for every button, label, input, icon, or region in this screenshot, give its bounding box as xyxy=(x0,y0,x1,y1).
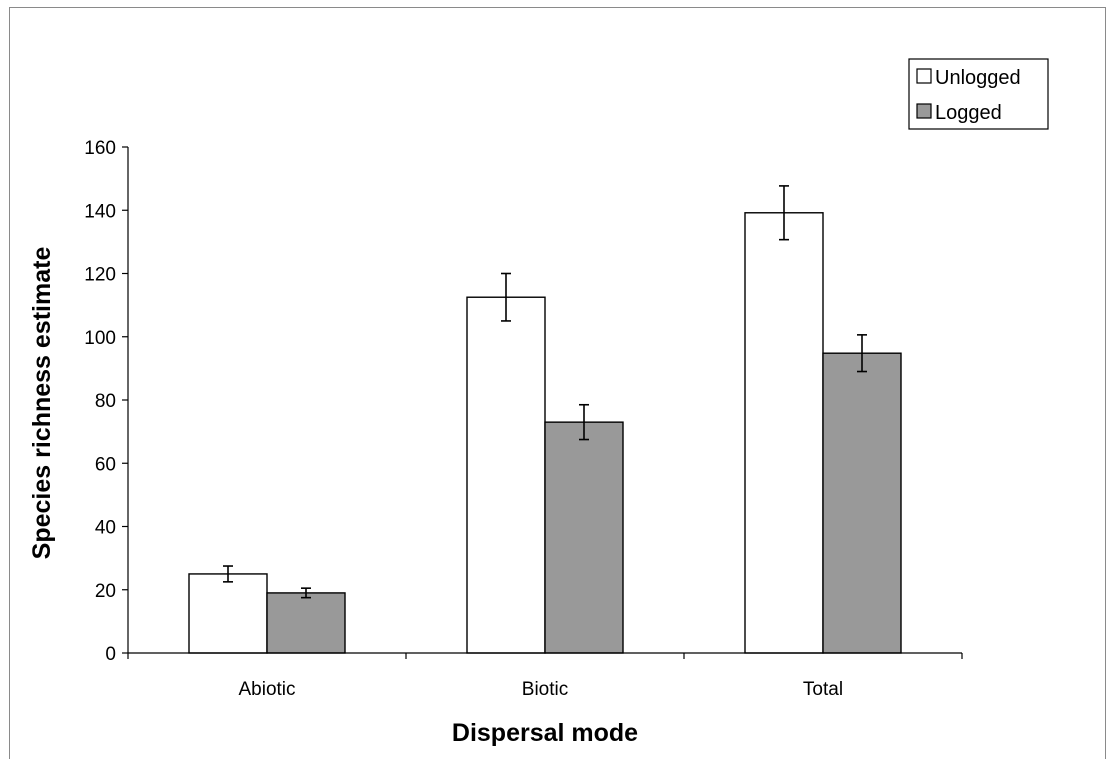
y-tick-label: 160 xyxy=(84,138,116,159)
legend-label-unlogged: Unlogged xyxy=(935,67,1021,89)
legend: Unlogged Logged xyxy=(908,58,1049,130)
bar-unlogged-abiotic xyxy=(188,573,268,654)
y-tick-label: 80 xyxy=(95,391,116,412)
y-tick-label: 140 xyxy=(84,201,116,222)
y-tick-label: 40 xyxy=(95,518,116,539)
legend-label-logged: Logged xyxy=(935,102,1002,124)
bar-unlogged-biotic xyxy=(466,296,546,654)
legend-swatch-logged xyxy=(916,103,932,119)
y-tick-label: 0 xyxy=(105,644,116,665)
legend-swatch-unlogged xyxy=(916,68,932,84)
chart-frame xyxy=(9,7,1106,759)
x-tick-label: Total xyxy=(803,679,843,700)
x-tick-label: Abiotic xyxy=(238,679,295,700)
bar-logged-total xyxy=(822,352,902,654)
y-axis-title: Species richness estimate xyxy=(28,247,56,560)
bar-unlogged-total xyxy=(744,212,824,654)
error-bars-layer xyxy=(223,185,867,599)
x-tick-label: Biotic xyxy=(522,679,568,700)
x-ticks: Abiotic Biotic Total xyxy=(127,653,963,700)
bars-layer xyxy=(188,212,902,654)
y-tick-label: 100 xyxy=(84,328,116,349)
x-axis-title: Dispersal mode xyxy=(452,719,638,747)
bar-logged-biotic xyxy=(544,421,624,654)
bar-logged-abiotic xyxy=(266,592,346,654)
y-tick-label: 120 xyxy=(84,265,116,286)
y-tick-label: 20 xyxy=(95,581,116,602)
legend-box xyxy=(908,58,1049,130)
y-ticks: 0 20 40 60 80 100 120 140 160 xyxy=(84,138,128,665)
y-tick-label: 60 xyxy=(95,454,116,475)
